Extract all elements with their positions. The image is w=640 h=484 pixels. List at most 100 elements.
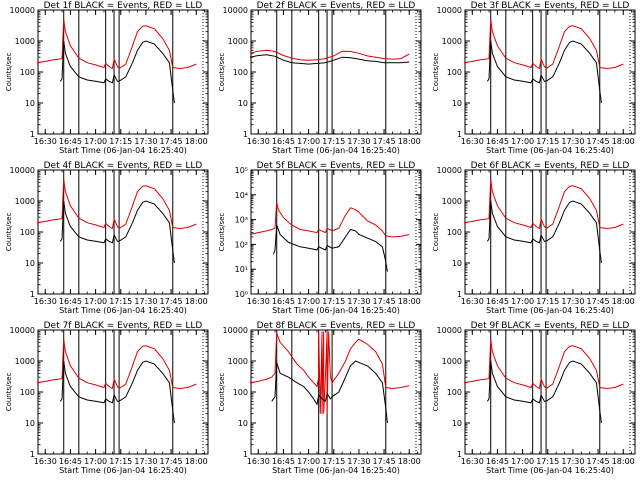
y-tick-label: 10⁴ — [235, 191, 248, 200]
x-axis-label: Start Time (06-Jan-04 16:25:40) — [272, 466, 400, 475]
x-tick-label: 17:15 — [109, 457, 132, 466]
x-tick-label: 16:45 — [272, 457, 295, 466]
x-tick-label: 16:45 — [486, 457, 509, 466]
x-tick-label: 16:45 — [272, 297, 295, 306]
x-tick-label: 17:30 — [347, 137, 370, 146]
x-tick-label: 17:30 — [134, 297, 157, 306]
y-tick-label: 10 — [452, 99, 462, 108]
y-tick-label: 1 — [30, 290, 35, 299]
series-lld — [249, 331, 410, 414]
y-tick-label: 100 — [447, 68, 462, 77]
x-tick-label: 17:00 — [297, 137, 320, 146]
y-tick-label: 10000 — [437, 326, 462, 335]
y-tick-label: 1000 — [15, 357, 35, 366]
x-tick-label: 17:45 — [373, 457, 396, 466]
y-axis-label: Counts/sec — [5, 213, 13, 252]
x-tick-label: 18:00 — [612, 297, 635, 306]
x-tick-label: 18:00 — [185, 297, 208, 306]
y-axis-label: Counts/sec — [218, 373, 226, 412]
x-tick-label: 17:15 — [322, 137, 345, 146]
x-tick-label: 18:00 — [398, 297, 421, 306]
y-tick-label: 1000 — [442, 37, 462, 46]
panel-title: Det 5f BLACK = Events, RED = LLD — [257, 161, 416, 171]
x-axis-label: Start Time (06-Jan-04 16:25:40) — [486, 306, 614, 315]
x-tick-label: 17:15 — [322, 297, 345, 306]
x-tick-label: 17:15 — [536, 137, 559, 146]
series-lld — [463, 19, 624, 70]
x-tick-label: 18:00 — [185, 137, 208, 146]
detector-panel-6: Det 6f BLACK = Events, RED = LLD 1 10 100 10… — [432, 161, 636, 315]
y-tick-label: 10000 — [10, 6, 35, 15]
x-tick-label: 17:45 — [160, 137, 183, 146]
x-tick-label: 16:30 — [247, 297, 270, 306]
x-tick-label: 16:30 — [461, 297, 484, 306]
x-tick-label: 17:00 — [84, 137, 107, 146]
x-tick-label: 18:00 — [398, 457, 421, 466]
y-tick-label: 1000 — [442, 197, 462, 206]
series-events — [271, 360, 388, 424]
panel-title: Det 7f BLACK = Events, RED = LLD — [44, 321, 203, 331]
panel-title: Det 1f BLACK = Events, RED = LLD — [44, 1, 203, 11]
y-tick-label: 1000 — [15, 197, 35, 206]
x-tick-label: 16:45 — [59, 297, 82, 306]
series-lld — [36, 179, 197, 230]
x-tick-label: 17:30 — [561, 457, 584, 466]
y-tick-label: 10 — [452, 259, 462, 268]
detector-panel-5: Det 5f BLACK = Events, RED = LLD 10⁰ 10¹ 10… — [218, 161, 422, 315]
y-tick-label: 100 — [20, 388, 35, 397]
series-lld — [249, 49, 410, 61]
x-tick-label: 17:00 — [297, 297, 320, 306]
panel-title: Det 9f BLACK = Events, RED = LLD — [471, 321, 630, 331]
y-tick-label: 10³ — [235, 216, 248, 225]
y-tick-label: 100 — [20, 228, 35, 237]
x-tick-label: 17:15 — [536, 457, 559, 466]
y-tick-label: 1 — [457, 290, 462, 299]
x-tick-label: 17:15 — [109, 297, 132, 306]
y-tick-label: 10² — [235, 240, 248, 249]
panel-title: Det 3f BLACK = Events, RED = LLD — [471, 1, 630, 11]
x-tick-label: 17:45 — [587, 297, 610, 306]
y-tick-label: 10⁵ — [235, 166, 248, 175]
x-tick-label: 16:30 — [461, 457, 484, 466]
x-tick-label: 16:45 — [59, 457, 82, 466]
detector-panel-2: Det 2f BLACK = Events, RED = LLD 1 10 100 10… — [218, 1, 422, 155]
y-axis-label: Counts/sec — [432, 53, 440, 92]
panel-title: Det 4f BLACK = Events, RED = LLD — [44, 161, 203, 171]
y-tick-label: 100 — [20, 68, 35, 77]
x-tick-label: 17:30 — [561, 297, 584, 306]
series-lld — [463, 339, 624, 390]
y-tick-label: 10 — [25, 259, 35, 268]
series-events — [59, 200, 175, 264]
x-tick-label: 17:00 — [511, 297, 534, 306]
series-events — [59, 40, 175, 104]
y-tick-label: 100 — [447, 388, 462, 397]
x-axis-label: Start Time (06-Jan-04 16:25:40) — [486, 146, 614, 155]
detector-panel-4: Det 4f BLACK = Events, RED = LLD 1 10 100 10… — [5, 161, 209, 315]
y-tick-label: 10¹ — [235, 265, 248, 274]
y-tick-label: 10 — [452, 419, 462, 428]
y-axis-label: Counts/sec — [432, 213, 440, 252]
x-tick-label: 17:15 — [109, 137, 132, 146]
plot-frame — [250, 169, 422, 295]
series-lld — [36, 19, 197, 70]
series-events — [59, 360, 175, 424]
x-axis-label: Start Time (06-Jan-04 16:25:40) — [272, 306, 400, 315]
x-tick-label: 16:30 — [461, 137, 484, 146]
y-tick-label: 1 — [243, 130, 248, 139]
x-tick-label: 17:45 — [160, 297, 183, 306]
x-axis-label: Start Time (06-Jan-04 16:25:40) — [59, 146, 187, 155]
x-tick-label: 16:30 — [34, 137, 57, 146]
detector-panel-3: Det 3f BLACK = Events, RED = LLD 1 10 100 10… — [432, 1, 636, 155]
x-axis-label: Start Time (06-Jan-04 16:25:40) — [59, 306, 187, 315]
detector-panel-1: Det 1f BLACK = Events, RED = LLD 1 10 100 10… — [5, 1, 209, 155]
series-events — [249, 54, 410, 65]
x-axis-label: Start Time (06-Jan-04 16:25:40) — [272, 146, 400, 155]
x-tick-label: 16:30 — [34, 457, 57, 466]
y-axis-label: Counts/sec — [5, 373, 13, 412]
y-tick-label: 10 — [238, 419, 248, 428]
x-tick-label: 17:30 — [134, 457, 157, 466]
y-tick-label: 1000 — [442, 357, 462, 366]
y-tick-label: 10 — [25, 99, 35, 108]
x-tick-label: 17:30 — [134, 137, 157, 146]
y-tick-label: 10000 — [437, 6, 462, 15]
